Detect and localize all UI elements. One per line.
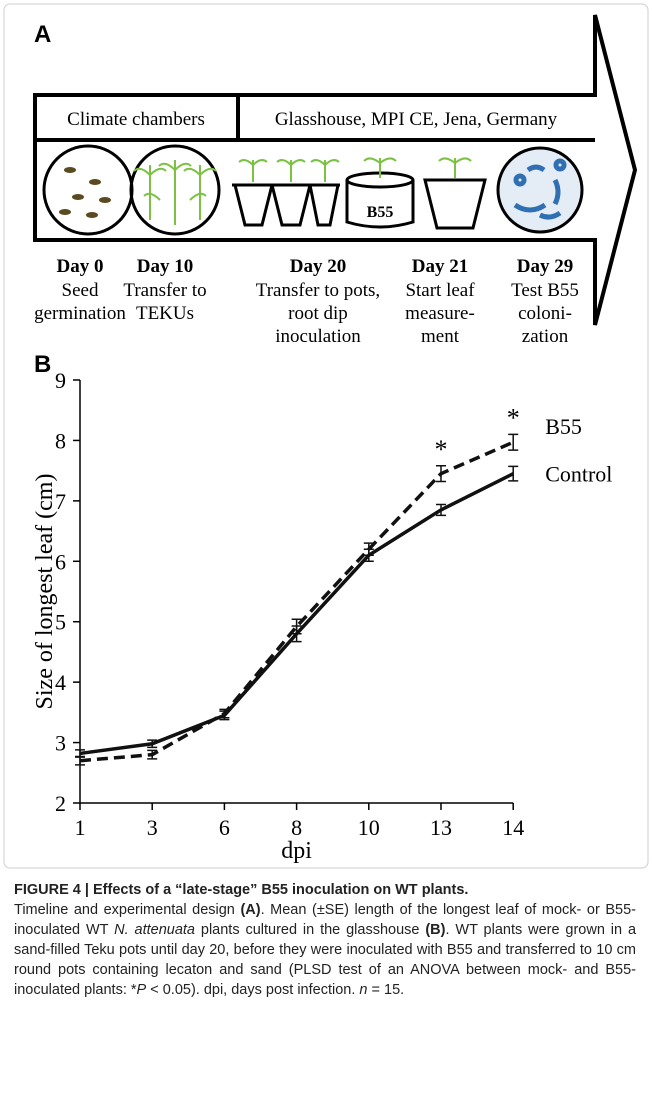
x-tick-label: 14 [502,815,524,840]
caption-text: Timeline and experimental design [14,902,241,918]
y-tick-label: 8 [55,428,66,453]
caption-text: . Mean (±SE) length of the longest leaf … [14,902,636,938]
x-tick-label: 6 [219,815,230,840]
error-bar [75,749,85,758]
day-label: Day 10 [137,256,193,277]
significance-mark: * [435,435,448,464]
caption-title: FIGURE 4 | Effects of a “late-stage” B55… [14,882,469,898]
error-bar [436,503,446,517]
y-tick-label: 9 [55,368,66,393]
day-label: Day 21 [412,256,468,277]
series-label: B55 [545,414,582,439]
caption-text: < 0.05). dpi, days post infection. [146,982,360,998]
caption-text: (A) [240,902,261,918]
figure: A Climate chambers Glasshouse, MPI CE, Je… [3,3,649,869]
x-tick-label: 8 [291,815,302,840]
day-description: inoculation [275,326,361,347]
caption-text: plants cultured in the glasshouse [195,922,426,938]
caption-text: (B) [425,922,446,938]
day-description: Start leaf [405,280,475,301]
day-description: Seed [62,280,99,301]
phase-label: Glasshouse, MPI CE, Jena, Germany [275,109,558,130]
x-tick-label: 1 [75,815,86,840]
error-bar [363,548,374,563]
icons [42,144,584,236]
day-description: germination [34,303,126,324]
error-bar [291,625,302,643]
figure-frame [3,3,649,869]
series-line [79,472,514,756]
day-label: Day 29 [517,256,573,277]
day-description: coloni- [518,303,572,324]
series-label: Control [545,462,612,487]
panel-label: A [34,21,51,48]
day-description: root dip [288,303,348,324]
day-description: zation [522,326,569,347]
caption-text: = 15. [367,982,405,998]
day-description: measure- [405,303,475,324]
y-tick-label: 3 [55,731,66,756]
error-bar [219,710,230,721]
error-bar [147,749,158,760]
timeline-arrow [33,14,638,326]
x-axis-label: dpi [281,838,312,864]
error-bar [436,465,446,483]
x-tick-label: 13 [430,815,452,840]
error-bar [147,739,158,749]
y-tick-label: 4 [55,670,66,695]
day-description: Transfer to pots, [256,280,380,301]
error-bar [508,433,519,451]
caption-text: N. attenuata [114,922,195,938]
significance-mark: * [507,403,520,432]
caption-text: . WT plants were grown in a sand-filled … [14,922,637,998]
caption-text: n [359,982,368,998]
timeline-text: Climate chambers Glasshouse, MPI CE, Jena… [34,109,579,347]
y-axis-label: Size of longest leaf (cm) [32,474,58,710]
day-label: Day 0 [57,256,104,277]
pot-label: B55 [367,204,394,221]
day-description: ment [421,326,460,347]
caption-text: P [136,982,147,998]
day-label: Day 20 [290,256,346,277]
y-tick-label: 2 [55,791,66,816]
x-tick-label: 3 [147,815,158,840]
day-description: Transfer to [123,280,206,301]
panel-label: B [34,351,51,378]
error-bar [508,465,519,482]
y-tick-label: 5 [55,610,66,635]
day-description: TEKUs [136,303,194,324]
day-description: Test B55 [511,280,579,301]
y-tick-label: 6 [55,549,66,574]
series-line [79,440,514,763]
caption: FIGURE 4 | Effects of a “late-stage” B55… [14,880,636,1000]
y-tick-label: 7 [55,489,66,514]
x-tick-label: 10 [358,815,380,840]
phase-label: Climate chambers [67,109,205,130]
